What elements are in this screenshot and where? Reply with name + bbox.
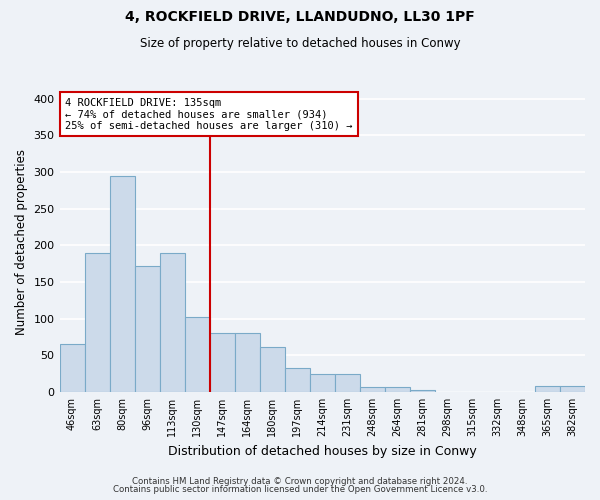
Bar	[260, 346, 285, 392]
Text: 4, ROCKFIELD DRIVE, LLANDUDNO, LL30 1PF: 4, ROCKFIELD DRIVE, LLANDUDNO, LL30 1PF	[125, 10, 475, 24]
Bar	[59, 344, 85, 392]
Bar	[209, 334, 235, 392]
Bar	[410, 390, 435, 392]
Text: Contains HM Land Registry data © Crown copyright and database right 2024.: Contains HM Land Registry data © Crown c…	[132, 477, 468, 486]
Bar	[235, 334, 260, 392]
Text: 4 ROCKFIELD DRIVE: 135sqm
← 74% of detached houses are smaller (934)
25% of semi: 4 ROCKFIELD DRIVE: 135sqm ← 74% of detac…	[65, 98, 352, 130]
Bar	[535, 386, 560, 392]
Bar	[285, 368, 310, 392]
Bar	[310, 374, 335, 392]
Bar	[160, 253, 185, 392]
Bar	[110, 176, 134, 392]
Bar	[385, 387, 410, 392]
X-axis label: Distribution of detached houses by size in Conwy: Distribution of detached houses by size …	[168, 444, 476, 458]
Text: Size of property relative to detached houses in Conwy: Size of property relative to detached ho…	[140, 38, 460, 51]
Bar	[134, 266, 160, 392]
Text: Contains public sector information licensed under the Open Government Licence v3: Contains public sector information licen…	[113, 485, 487, 494]
Bar	[185, 316, 209, 392]
Bar	[335, 374, 360, 392]
Y-axis label: Number of detached properties: Number of detached properties	[15, 149, 28, 335]
Bar	[85, 253, 110, 392]
Bar	[360, 387, 385, 392]
Bar	[560, 386, 585, 392]
